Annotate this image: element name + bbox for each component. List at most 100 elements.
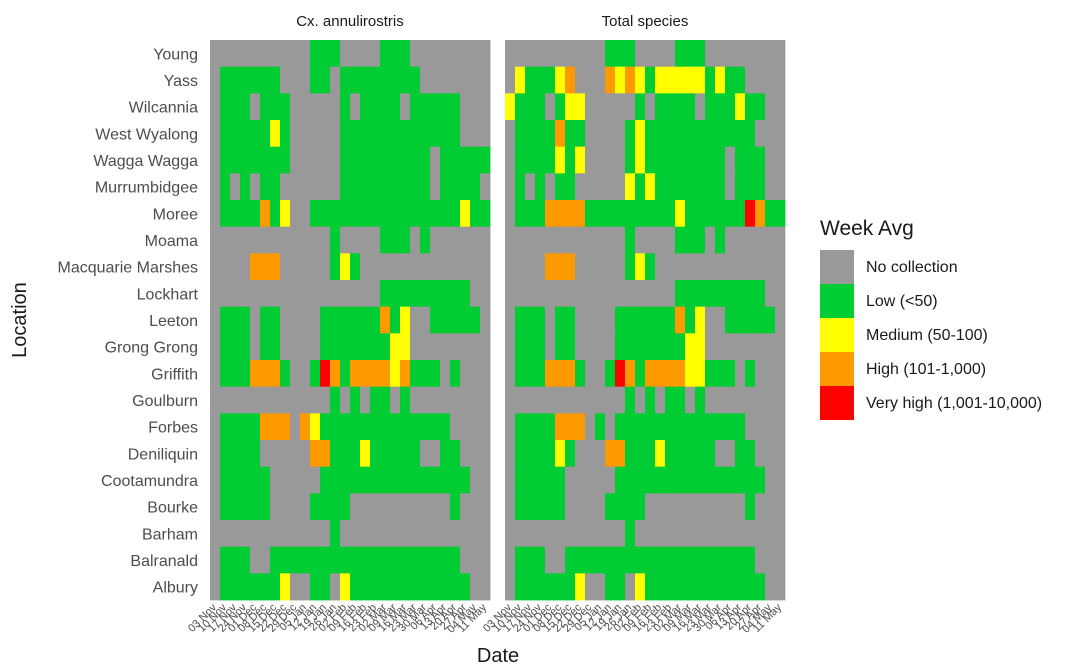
heatmap-cell	[260, 573, 271, 601]
heatmap-cell	[655, 520, 666, 548]
heatmap-cell	[220, 546, 231, 574]
heatmap-cell	[725, 573, 736, 601]
heatmap-cell	[685, 520, 696, 548]
heatmap-cell	[665, 333, 676, 361]
heatmap-cell	[735, 306, 746, 334]
heatmap-cell	[330, 173, 341, 201]
heatmap-cell	[240, 386, 251, 414]
heatmap-cell	[675, 360, 686, 388]
heatmap-cell	[565, 66, 576, 94]
heatmap-cell	[420, 520, 431, 548]
heatmap-cell	[595, 306, 606, 334]
heatmap-cell	[695, 226, 706, 254]
y-tick-label: Barham	[142, 526, 198, 543]
heatmap-cell	[615, 66, 626, 94]
heatmap-cell	[505, 173, 516, 201]
heatmap-cell	[695, 413, 706, 441]
heatmap-cell	[310, 280, 321, 308]
heatmap-cell	[585, 546, 596, 574]
heatmap-cell	[665, 360, 676, 388]
heatmap-cell	[595, 546, 606, 574]
heatmap-cell	[675, 40, 686, 68]
heatmap-cell	[460, 466, 471, 494]
heatmap-cell	[250, 173, 261, 201]
heatmap-cell	[420, 440, 431, 468]
heatmap-cell	[645, 360, 656, 388]
heatmap-cell	[290, 66, 301, 94]
y-tick-label: Murrumbidgee	[95, 180, 198, 197]
heatmap-cell	[290, 226, 301, 254]
heatmap-cell	[655, 226, 666, 254]
heatmap-cell	[230, 66, 241, 94]
heatmap-cell	[470, 146, 481, 174]
heatmap-cell	[290, 93, 301, 121]
heatmap-cell	[320, 66, 331, 94]
heatmap-cell	[745, 360, 756, 388]
heatmap-cell	[515, 520, 526, 548]
heatmap-cell	[725, 466, 736, 494]
heatmap-cell	[725, 66, 736, 94]
heatmap-cell	[675, 120, 686, 148]
heatmap-cell	[575, 493, 586, 521]
heatmap-cell	[545, 93, 556, 121]
heatmap-cell	[745, 280, 756, 308]
heatmap-cell	[535, 520, 546, 548]
heatmap-cell	[775, 226, 786, 254]
heatmap-cell	[605, 386, 616, 414]
heatmap-cell	[755, 146, 766, 174]
heatmap-cell	[260, 546, 271, 574]
heatmap-cell	[230, 493, 241, 521]
heatmap-cell	[450, 226, 461, 254]
legend-swatch	[820, 318, 854, 352]
heatmap-cell	[535, 493, 546, 521]
heatmap-cell	[595, 413, 606, 441]
heatmap-cell	[410, 386, 421, 414]
heatmap-cell	[340, 146, 351, 174]
heatmap-cell	[715, 440, 726, 468]
heatmap-cell	[410, 146, 421, 174]
heatmap-cell	[360, 200, 371, 228]
heatmap-cell	[400, 333, 411, 361]
heatmap-cell	[270, 466, 281, 494]
heatmap-cell	[595, 66, 606, 94]
heatmap-cell	[360, 173, 371, 201]
heatmap-cell	[330, 146, 341, 174]
heatmap-cell	[585, 253, 596, 281]
heatmap-cell	[605, 93, 616, 121]
heatmap-cell	[545, 573, 556, 601]
heatmap-cell	[350, 333, 361, 361]
heatmap-cell	[525, 40, 536, 68]
heatmap-cell	[705, 253, 716, 281]
heatmap-cell	[360, 40, 371, 68]
heatmap-cell	[675, 440, 686, 468]
heatmap-cell	[605, 333, 616, 361]
heatmap-cell	[535, 466, 546, 494]
heatmap-cell	[545, 226, 556, 254]
heatmap-cell	[310, 440, 321, 468]
heatmap-cell	[725, 546, 736, 574]
heatmap-cell	[765, 413, 776, 441]
heatmap-cell	[635, 146, 646, 174]
heatmap-cell	[430, 493, 441, 521]
heatmap-cell	[230, 360, 241, 388]
heatmap-cell	[745, 386, 756, 414]
heatmap-cell	[290, 333, 301, 361]
heatmap-cell	[400, 466, 411, 494]
heatmap-cell	[320, 413, 331, 441]
y-tick-label: Moree	[153, 206, 198, 223]
heatmap-cell	[440, 466, 451, 494]
heatmap-cell	[230, 413, 241, 441]
heatmap-cell	[585, 280, 596, 308]
heatmap-cell	[440, 66, 451, 94]
heatmap-cell	[240, 226, 251, 254]
heatmap-cell	[310, 146, 321, 174]
heatmap-cell	[705, 440, 716, 468]
heatmap-cell	[450, 333, 461, 361]
heatmap-cell	[665, 280, 676, 308]
heatmap-cell	[410, 573, 421, 601]
heatmap-cell	[515, 40, 526, 68]
heatmap-cell	[460, 93, 471, 121]
heatmap-cell	[735, 40, 746, 68]
heatmap-cell	[320, 200, 331, 228]
heatmap-cell	[310, 333, 321, 361]
